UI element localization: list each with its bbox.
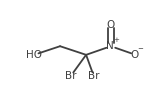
Text: Br: Br — [88, 71, 100, 81]
Text: HO: HO — [26, 50, 42, 60]
Text: Br: Br — [65, 71, 76, 81]
Text: O: O — [131, 50, 139, 60]
Text: −: − — [138, 46, 143, 52]
Text: N: N — [106, 41, 114, 51]
Text: +: + — [113, 37, 119, 43]
Text: O: O — [107, 20, 115, 30]
